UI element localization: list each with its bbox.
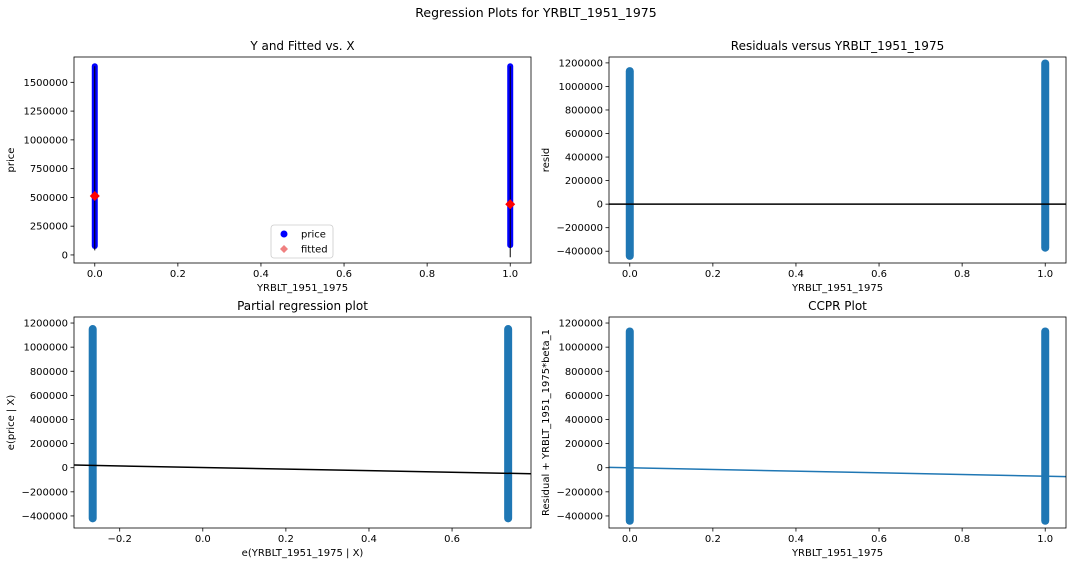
chart-yfit-ytick-label-2: 500000 — [30, 193, 68, 204]
chart-ccpr-ytick-label-4: 400000 — [565, 415, 603, 426]
chart-partial-ytick-label-7: 1000000 — [23, 343, 68, 354]
chart-resid-ytick-label-8: 1200000 — [558, 58, 603, 69]
chart-resid-ytick-label-4: 400000 — [565, 153, 603, 164]
chart-yfit-xlabel: YRBLT_1951_1975 — [256, 283, 348, 294]
chart-ccpr-ytick-label-5: 600000 — [565, 391, 603, 402]
chart-ccpr-xtick-label-1: 0.2 — [705, 534, 721, 545]
chart-yfit-ylabel: price — [6, 148, 17, 173]
chart-yfit-legend-marker-price — [280, 230, 288, 238]
chart-ccpr-ytick-label-1: −200000 — [556, 487, 603, 498]
chart-partial-xlabel: e(YRBLT_1951_1975 | X) — [242, 548, 364, 559]
chart-resid-ytick-label-0: −400000 — [556, 247, 603, 258]
chart-resid-title: Residuals versus YRBLT_1951_1975 — [731, 39, 944, 53]
chart-yfit-xtick-label-5: 1.0 — [502, 269, 518, 280]
chart-yfit-xtick-label-3: 0.6 — [336, 269, 352, 280]
chart-resid-xtick-label-1: 0.2 — [705, 269, 721, 280]
chart-partial-ytick-label-1: −200000 — [21, 487, 68, 498]
chart-yfit-fitted-point-0 — [89, 191, 100, 202]
chart-resid-xlabel: YRBLT_1951_1975 — [791, 283, 883, 294]
chart-yfit-legend-label-price: price — [301, 230, 326, 241]
chart-partial-ylabel: e(price | X) — [6, 395, 17, 451]
chart-ccpr-ytick-label-8: 1200000 — [558, 319, 603, 330]
chart-partial-xtick-label-2: 0.2 — [278, 534, 294, 545]
chart-yfit-ytick-label-5: 1250000 — [23, 107, 68, 118]
chart-ccpr-point-column-1 — [1041, 327, 1050, 525]
chart-ccpr-title: CCPR Plot — [808, 299, 867, 313]
chart-resid-data-layer — [609, 59, 1066, 260]
chart-partial-ytick-label-2: 0 — [62, 463, 68, 474]
chart-partial-xtick-label-4: 0.6 — [444, 534, 460, 545]
chart-partial-axes-frame — [73, 316, 532, 529]
chart-yfit-ytick-label-4: 1000000 — [23, 135, 68, 146]
chart-yfit-title: Y and Fitted vs. X — [249, 39, 354, 53]
chart-partial-xtick-label-3: 0.4 — [361, 534, 377, 545]
chart-yfit-ytick-label-1: 250000 — [30, 222, 68, 233]
chart-yfit-xtick-label-1: 0.2 — [170, 269, 186, 280]
chart-partial-point-column-1 — [504, 325, 513, 523]
chart-partial-ytick-label-3: 200000 — [30, 439, 68, 450]
chart-resid-xtick-label-0: 0.0 — [622, 269, 638, 280]
chart-partial-ytick-label-0: −400000 — [21, 511, 68, 522]
chart-partial-xtick-label-1: 0.0 — [195, 534, 211, 545]
chart-yfit-legend-marker-fitted — [280, 245, 288, 253]
chart-resid-ytick-label-3: 200000 — [565, 176, 603, 187]
chart-ccpr-data-layer — [609, 327, 1066, 525]
chart-partial-title: Partial regression plot — [237, 299, 368, 313]
chart-resid-axes-frame — [608, 56, 1067, 264]
chart-resid-xtick-label-4: 0.8 — [954, 269, 970, 280]
chart-yfit-plot: 0.0 0.2 0.4 0.6 0.8 1.0 0 250000 500000 750000 100… — [6, 39, 532, 294]
chart-yfit-axes-frame — [73, 56, 532, 264]
chart-yfit-xtick-label-4: 0.8 — [419, 269, 435, 280]
chart-resid-ylabel: resid — [541, 148, 552, 172]
chart-ccpr-xtick-label-0: 0.0 — [622, 534, 638, 545]
chart-partial-plot: −0.2 0.0 0.2 0.4 0.6 −400000 −200000 0 200000 400… — [6, 299, 532, 559]
chart-ccpr-point-column-0 — [625, 327, 634, 525]
chart-ccpr-ytick-label-2: 0 — [597, 463, 603, 474]
chart-ccpr-axes-frame — [608, 316, 1067, 529]
chart-ccpr-xtick-label-3: 0.6 — [871, 534, 887, 545]
chart-yfit-xtick-label-2: 0.4 — [253, 269, 269, 280]
chart-partial-ytick-label-8: 1200000 — [23, 319, 68, 330]
chart-yfit-ytick-label-6: 1500000 — [23, 78, 68, 89]
chart-ccpr-xtick-label-2: 0.4 — [788, 534, 804, 545]
chart-partial-point-column-0 — [88, 325, 97, 523]
chart-yfit-ytick-label-0: 0 — [62, 250, 68, 261]
chart-partial-ytick-label-5: 600000 — [30, 391, 68, 402]
chart-ccpr-ylabel: Residual + YRBLT_1951_1975*beta_1 — [541, 329, 552, 516]
chart-resid-ytick-label-2: 0 — [597, 200, 603, 211]
chart-partial-data-layer — [74, 325, 531, 523]
chart-ccpr-ytick-label-3: 200000 — [565, 439, 603, 450]
chart-ccpr-fit-line — [609, 466, 1066, 478]
chart-resid-xtick-label-2: 0.4 — [788, 269, 804, 280]
figure-suptitle: Regression Plots for YRBLT_1951_1975 — [415, 5, 656, 20]
chart-resid-xtick-label-3: 0.6 — [871, 269, 887, 280]
chart-yfit-xtick-label-0: 0.0 — [87, 269, 103, 280]
chart-yfit-data-layer — [89, 63, 516, 258]
chart-ccpr-xlabel: YRBLT_1951_1975 — [791, 548, 883, 559]
chart-partial-xtick-label-0: −0.2 — [108, 534, 132, 545]
chart-yfit-legend-label-fitted: fitted — [301, 245, 328, 256]
chart-ccpr-ytick-label-7: 1000000 — [558, 343, 603, 354]
chart-yfit-ytick-label-3: 750000 — [30, 164, 68, 175]
chart-yfit-fitted-point-1 — [505, 199, 516, 210]
chart-partial-ytick-label-4: 400000 — [30, 415, 68, 426]
chart-resid-ytick-label-6: 800000 — [565, 105, 603, 116]
chart-resid-ytick-label-1: −200000 — [556, 223, 603, 234]
chart-resid-point-column-1 — [1041, 59, 1050, 252]
chart-resid-point-column-0 — [625, 67, 634, 260]
chart-resid-ytick-label-7: 1000000 — [558, 82, 603, 93]
chart-ccpr-xtick-label-4: 0.8 — [954, 534, 970, 545]
chart-yfit-legend: price fitted — [270, 224, 334, 259]
chart-ccpr-ytick-label-6: 800000 — [565, 367, 603, 378]
chart-ccpr-ytick-label-0: −400000 — [556, 511, 603, 522]
chart-resid-ytick-label-5: 600000 — [565, 129, 603, 140]
chart-partial-ytick-label-6: 800000 — [30, 367, 68, 378]
chart-partial-fit-line — [74, 464, 531, 475]
chart-ccpr-xtick-label-5: 1.0 — [1037, 534, 1053, 545]
chart-ccpr-plot: 0.0 0.2 0.4 0.6 0.8 1.0 −400000 −200000 0 200000 4… — [541, 299, 1067, 559]
chart-resid-xtick-label-5: 1.0 — [1037, 269, 1053, 280]
chart-resid-plot: 0.0 0.2 0.4 0.6 0.8 1.0 −400000 −200000 0 200000 4… — [541, 39, 1067, 294]
